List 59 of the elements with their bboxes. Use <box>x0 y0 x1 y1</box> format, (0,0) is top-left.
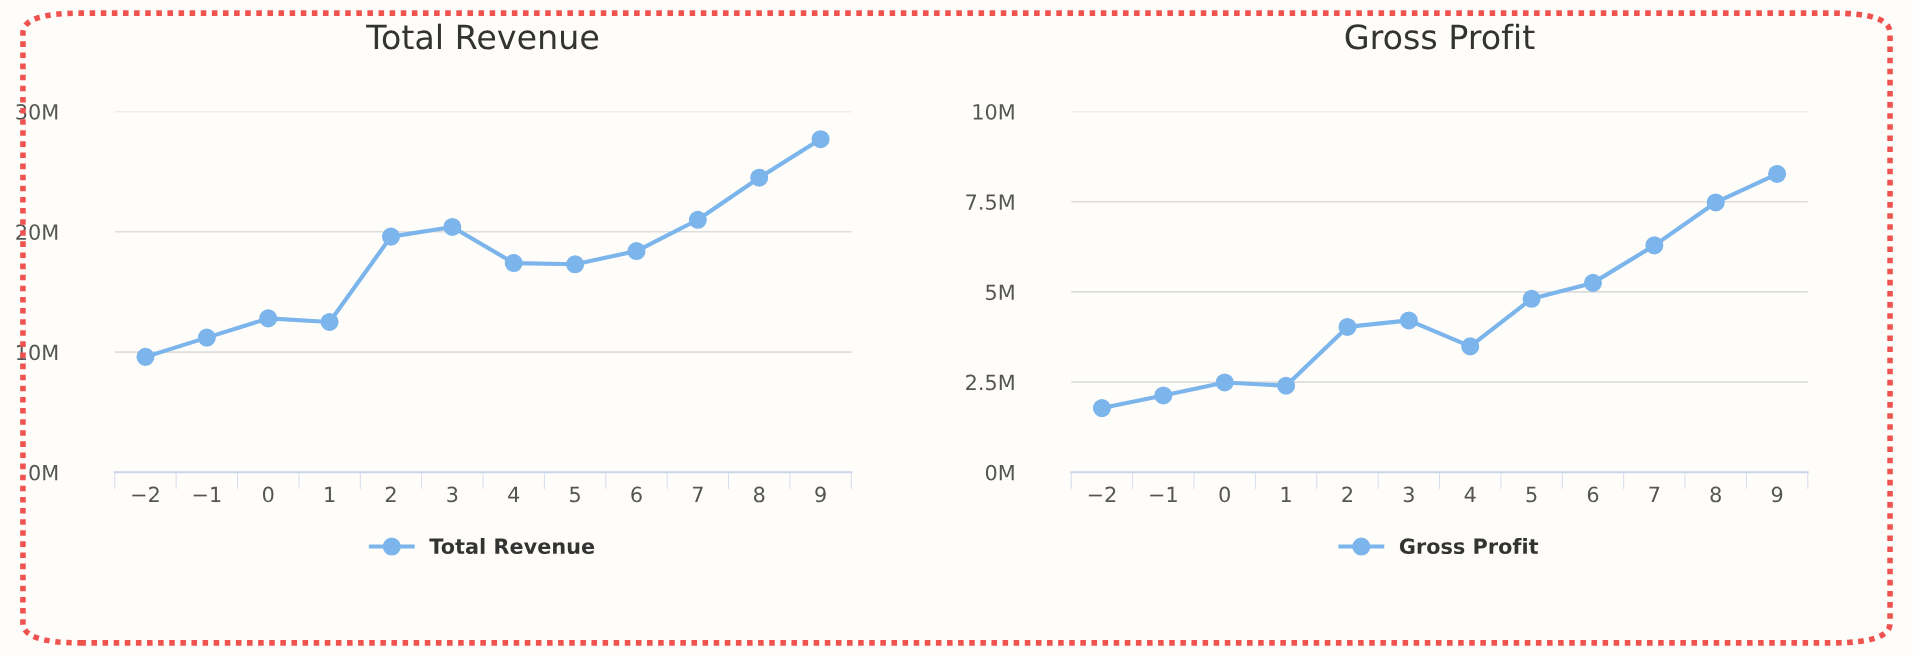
point <box>811 130 830 149</box>
x-tick-label: −1 <box>193 486 221 503</box>
chart-title: Gross Profit <box>1345 23 1535 50</box>
point <box>1461 337 1480 356</box>
chart-title: Total Revenue <box>366 23 599 50</box>
y-tick-label: 20M <box>16 224 58 240</box>
x-tick-label: 0 <box>262 486 274 503</box>
point <box>688 210 707 229</box>
point <box>1092 399 1111 418</box>
point <box>197 328 216 347</box>
point <box>750 168 769 187</box>
x-tick-label: −2 <box>132 486 159 503</box>
x-tick-label: 9 <box>815 486 826 503</box>
point <box>504 254 523 273</box>
x-tick-label: −2 <box>1088 486 1116 503</box>
x-tick-label: 2 <box>385 486 396 503</box>
x-tick-label: 5 <box>570 486 580 503</box>
y-tick-label: 0M <box>985 464 1014 481</box>
y-tick-label: 2.5M <box>966 374 1014 391</box>
legend-label: Gross Profit <box>1399 537 1539 555</box>
point <box>1706 193 1725 212</box>
x-tick-label: 5 <box>1526 486 1537 503</box>
x-tick-label: 7 <box>1649 486 1660 503</box>
y-tick-label: 5M <box>986 284 1014 301</box>
point <box>627 242 646 261</box>
x-tick-label: 7 <box>692 486 703 503</box>
x-tick-label: 1 <box>1281 486 1291 503</box>
x-tick-label: −1 <box>1150 486 1177 503</box>
point <box>443 217 462 237</box>
point <box>1338 317 1357 336</box>
point <box>259 309 278 328</box>
x-tick-label: 4 <box>508 486 520 503</box>
x-tick-label: 1 <box>325 486 335 503</box>
x-tick-label: 0 <box>1219 486 1230 503</box>
x-tick-label: 8 <box>1710 486 1721 503</box>
x-tick-label: 8 <box>754 486 765 503</box>
x-tick-label: 3 <box>447 486 458 503</box>
point <box>1768 164 1787 183</box>
point <box>136 347 155 366</box>
x-tick-label: 6 <box>1587 486 1599 503</box>
y-tick-label: 0M <box>29 464 58 481</box>
point <box>1277 376 1296 395</box>
point <box>1583 273 1603 292</box>
y-tick-label: 7.5M <box>966 194 1014 210</box>
point <box>1215 373 1234 392</box>
y-tick-label: 10M <box>973 103 1014 120</box>
point <box>1645 236 1664 255</box>
point <box>566 255 585 274</box>
point <box>320 312 339 332</box>
x-tick-label: 9 <box>1771 486 1783 503</box>
x-tick-label: 6 <box>631 486 642 503</box>
legend-label: Total Revenue <box>429 537 595 555</box>
x-tick-label: 3 <box>1403 486 1414 503</box>
x-tick-label: 4 <box>1464 486 1476 503</box>
point <box>1399 311 1418 330</box>
point <box>1522 289 1541 308</box>
point <box>381 227 400 246</box>
x-tick-label: 2 <box>1342 486 1353 503</box>
point <box>1154 386 1173 405</box>
